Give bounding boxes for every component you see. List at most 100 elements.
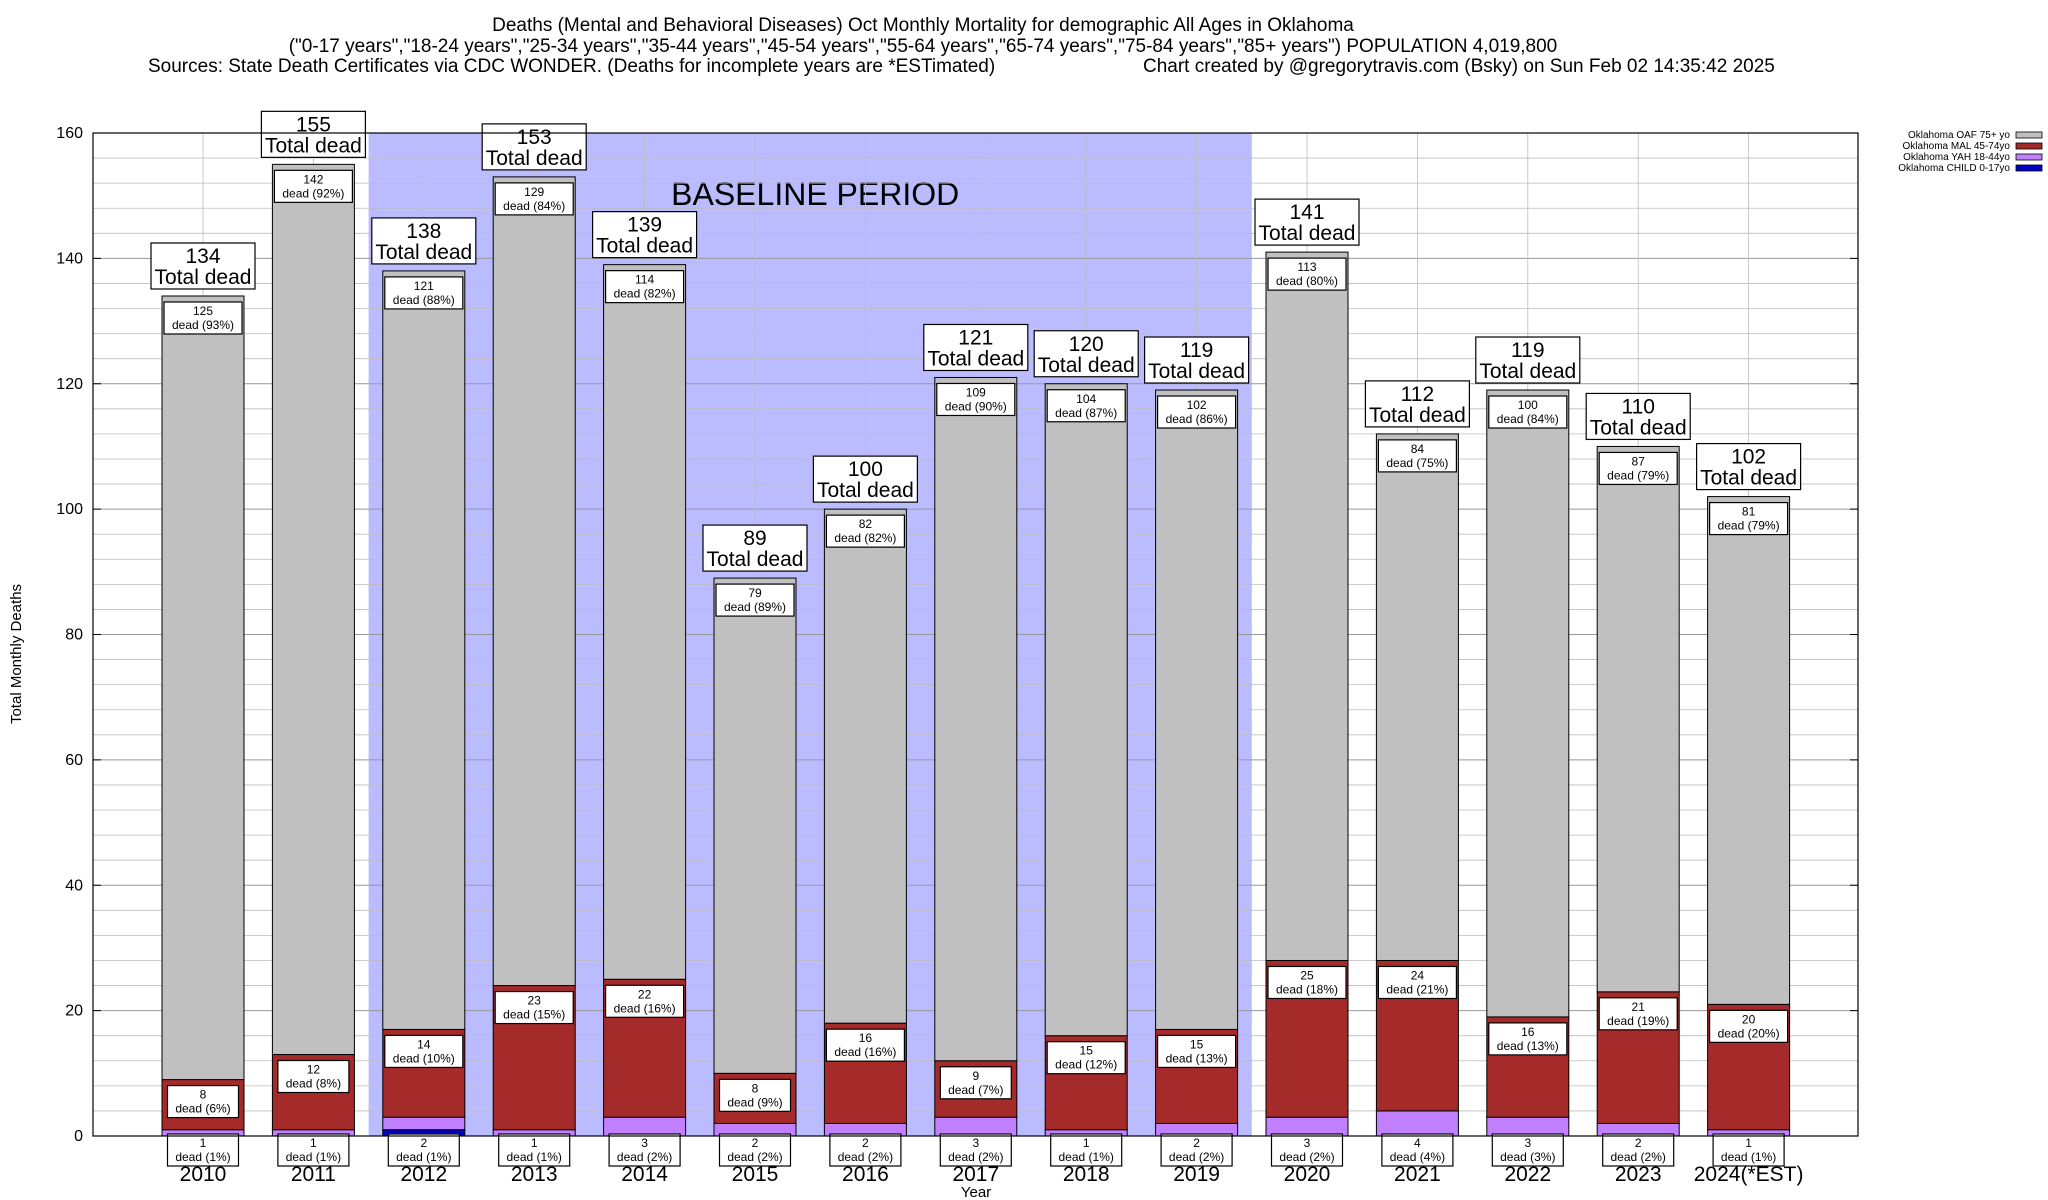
total-caption: Total dead bbox=[927, 347, 1024, 370]
label-box bbox=[1267, 257, 1347, 291]
legend-swatch bbox=[2015, 131, 2043, 139]
bar-segment bbox=[1044, 383, 1128, 1037]
label-percent: dead (79%) bbox=[1607, 468, 1669, 482]
total-value: 153 bbox=[517, 126, 552, 149]
x-tick-label: 2010 bbox=[180, 1163, 227, 1186]
label-percent: dead (88%) bbox=[393, 293, 455, 307]
label-value: 113 bbox=[1297, 260, 1316, 274]
total-label-box bbox=[702, 524, 808, 572]
label-box bbox=[1491, 1133, 1564, 1167]
label-percent: dead (16%) bbox=[834, 1045, 896, 1059]
label-value: 15 bbox=[1190, 1037, 1204, 1051]
label-box bbox=[387, 1133, 460, 1167]
x-tick-label: 2013 bbox=[511, 1163, 558, 1186]
label-value: 23 bbox=[528, 994, 542, 1008]
label-box bbox=[166, 1133, 240, 1167]
label-percent: dead (1%) bbox=[507, 1150, 562, 1164]
label-percent: dead (18%) bbox=[1276, 982, 1338, 996]
total-label-box bbox=[260, 110, 366, 158]
total-value: 100 bbox=[848, 458, 883, 481]
label-box bbox=[1598, 451, 1678, 486]
total-label-box bbox=[591, 211, 698, 259]
label-value: 2 bbox=[752, 1136, 759, 1150]
bar-segment bbox=[934, 1116, 1018, 1137]
label-percent: dead (2%) bbox=[838, 1150, 893, 1164]
title-line-3-credit: Chart created by @gregorytravis.com (Bsk… bbox=[1143, 56, 1775, 77]
total-caption: Total dead bbox=[1038, 354, 1135, 377]
label-box bbox=[1156, 395, 1237, 429]
total-value: 89 bbox=[743, 527, 766, 550]
total-caption: Total dead bbox=[265, 134, 362, 157]
bar-segment bbox=[1375, 433, 1459, 961]
label-percent: dead (84%) bbox=[1497, 412, 1559, 426]
label-box bbox=[608, 1133, 681, 1167]
legend-label: Oklahoma MAL 45-74yo bbox=[1903, 141, 2011, 152]
total-label-box bbox=[812, 455, 919, 503]
label-percent: dead (1%) bbox=[286, 1150, 341, 1164]
label-value: 2 bbox=[1635, 1136, 1642, 1150]
baseline-period-label: BASELINE PERIOD bbox=[671, 176, 959, 212]
label-box bbox=[1602, 1133, 1675, 1167]
label-percent: dead (1%) bbox=[1059, 1150, 1114, 1164]
y-tick-label: 60 bbox=[65, 752, 83, 769]
label-value: 79 bbox=[748, 586, 762, 600]
label-box bbox=[1156, 1034, 1237, 1069]
label-box bbox=[384, 1034, 464, 1069]
total-value: 139 bbox=[627, 214, 662, 237]
y-tick-label: 100 bbox=[56, 501, 83, 518]
label-percent: dead (8%) bbox=[286, 1077, 341, 1091]
label-value: 9 bbox=[972, 1069, 979, 1083]
label-box bbox=[498, 1133, 571, 1167]
total-value: 112 bbox=[1401, 383, 1434, 406]
label-box bbox=[277, 1059, 350, 1094]
label-value: 1 bbox=[200, 1136, 207, 1150]
label-box bbox=[1267, 965, 1347, 1000]
total-value: 155 bbox=[296, 113, 331, 136]
label-percent: dead (2%) bbox=[948, 1150, 1003, 1164]
legend-entry: Oklahoma YAH 18-44yo bbox=[1903, 152, 2043, 163]
title-line-3-sources: Sources: State Death Certificates via CD… bbox=[148, 56, 995, 77]
label-value: 1 bbox=[531, 1136, 538, 1150]
y-tick-label: 120 bbox=[56, 376, 83, 393]
x-tick-label: 2024(*EST) bbox=[1694, 1163, 1804, 1186]
label-percent: dead (9%) bbox=[727, 1095, 782, 1109]
label-box bbox=[1160, 1133, 1233, 1167]
label-value: 129 bbox=[524, 185, 544, 199]
label-box bbox=[1488, 395, 1568, 429]
label-box bbox=[166, 1084, 240, 1119]
x-tick-label: 2014 bbox=[621, 1163, 668, 1186]
label-value: 22 bbox=[638, 987, 652, 1001]
legend-swatch bbox=[2015, 153, 2043, 161]
y-tick-label: 140 bbox=[56, 250, 83, 267]
x-tick-label: 2023 bbox=[1615, 1163, 1662, 1186]
label-percent: dead (6%) bbox=[175, 1102, 230, 1116]
total-caption: Total dead bbox=[1259, 222, 1356, 245]
x-tick-label: 2017 bbox=[952, 1163, 999, 1186]
label-box bbox=[1046, 1041, 1126, 1075]
x-tick-label: 2021 bbox=[1394, 1163, 1441, 1186]
bar-segment bbox=[271, 163, 355, 1056]
label-percent: dead (13%) bbox=[1497, 1039, 1559, 1053]
label-value: 12 bbox=[307, 1063, 321, 1077]
